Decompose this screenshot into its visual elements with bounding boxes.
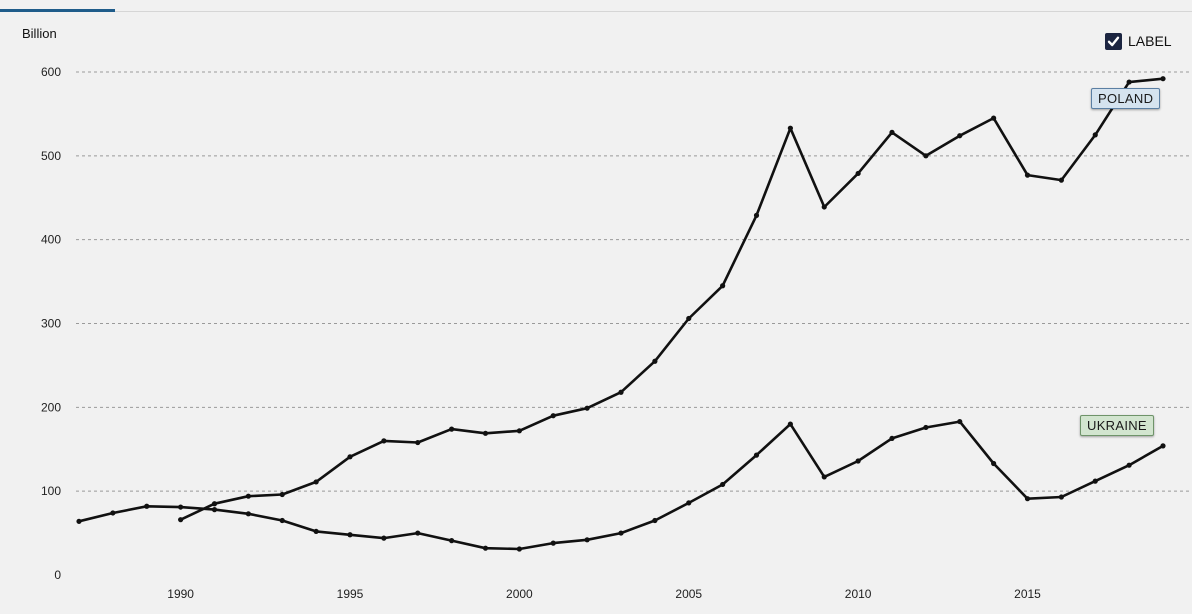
data-point-ukraine-1997[interactable] xyxy=(415,530,421,536)
data-point-ukraine-2003[interactable] xyxy=(618,530,624,536)
data-point-ukraine-1998[interactable] xyxy=(449,538,455,544)
data-point-poland-1990[interactable] xyxy=(178,517,184,523)
axis-ticks: 0 100 200 300 400 500 600 1990 1995 2000 2005 2010 2… xyxy=(41,65,1041,601)
top-border xyxy=(0,11,1192,12)
data-point-ukraine-2005[interactable] xyxy=(686,500,692,506)
y-tick-label-500: 500 xyxy=(41,149,61,163)
label-toggle[interactable]: LABEL xyxy=(1105,31,1172,51)
data-point-ukraine-2017[interactable] xyxy=(1092,478,1098,484)
data-point-poland-1995[interactable] xyxy=(347,454,353,460)
data-point-poland-2002[interactable] xyxy=(584,405,590,411)
y-axis-unit-label: Billion xyxy=(22,26,57,41)
data-point-ukraine-1992[interactable] xyxy=(245,511,251,517)
data-point-poland-2006[interactable] xyxy=(720,283,726,289)
data-point-ukraine-2016[interactable] xyxy=(1058,494,1064,500)
y-tick-label-600: 600 xyxy=(41,65,61,79)
data-point-ukraine-1990[interactable] xyxy=(178,504,184,510)
data-point-poland-1993[interactable] xyxy=(279,491,285,498)
data-point-poland-2007[interactable] xyxy=(753,212,760,218)
data-point-poland-1991[interactable] xyxy=(211,501,218,507)
data-point-poland-2000[interactable] xyxy=(516,428,522,434)
series-label-ukraine: UKRAINE xyxy=(1080,415,1154,436)
data-point-poland-1996[interactable] xyxy=(381,438,387,444)
check-icon xyxy=(1107,36,1120,46)
data-point-poland-1992[interactable] xyxy=(245,493,251,499)
data-point-ukraine-2013[interactable] xyxy=(957,418,963,425)
series-points xyxy=(76,76,1166,552)
data-point-ukraine-2008[interactable] xyxy=(787,421,793,427)
data-point-ukraine-1988[interactable] xyxy=(110,510,116,516)
data-point-poland-2003[interactable] xyxy=(618,389,624,395)
data-point-poland-2008[interactable] xyxy=(787,125,793,131)
active-tab-indicator xyxy=(0,9,115,12)
series-lines xyxy=(77,77,1165,551)
label-toggle-text: LABEL xyxy=(1128,33,1172,49)
data-point-ukraine-2006[interactable] xyxy=(720,481,726,488)
y-tick-label-300: 300 xyxy=(41,317,61,331)
data-point-ukraine-2001[interactable] xyxy=(550,540,556,546)
data-point-ukraine-2007[interactable] xyxy=(753,452,760,458)
data-point-poland-2010[interactable] xyxy=(855,170,861,177)
x-tick-label-1990: 1990 xyxy=(167,587,194,601)
data-point-poland-1994[interactable] xyxy=(313,479,319,485)
data-point-ukraine-2015[interactable] xyxy=(1024,496,1031,502)
gridlines xyxy=(76,71,1192,492)
data-point-ukraine-1987[interactable] xyxy=(76,518,82,524)
data-point-poland-2013[interactable] xyxy=(957,133,963,139)
data-point-ukraine-1989[interactable] xyxy=(144,503,150,509)
data-point-ukraine-2018[interactable] xyxy=(1126,462,1132,468)
x-tick-label-2005: 2005 xyxy=(675,587,702,601)
data-point-ukraine-2010[interactable] xyxy=(855,458,861,464)
y-tick-label-0: 0 xyxy=(54,568,61,582)
y-tick-label-400: 400 xyxy=(41,233,61,247)
data-point-poland-2015[interactable] xyxy=(1024,172,1031,178)
data-point-ukraine-2000[interactable] xyxy=(516,546,522,552)
data-point-poland-2012[interactable] xyxy=(923,153,929,159)
data-point-ukraine-1994[interactable] xyxy=(313,528,319,535)
data-point-ukraine-2019[interactable] xyxy=(1160,443,1166,449)
y-tick-label-200: 200 xyxy=(41,400,61,414)
data-point-ukraine-1999[interactable] xyxy=(482,545,489,551)
data-point-poland-2011[interactable] xyxy=(889,129,895,135)
x-tick-label-2000: 2000 xyxy=(506,587,533,601)
data-point-ukraine-1991[interactable] xyxy=(211,507,218,513)
series-line-poland xyxy=(179,77,1165,521)
data-point-poland-2014[interactable] xyxy=(991,115,997,121)
data-point-ukraine-1993[interactable] xyxy=(279,517,285,524)
data-point-poland-2004[interactable] xyxy=(652,358,658,364)
data-point-ukraine-2004[interactable] xyxy=(652,517,658,524)
data-point-poland-2001[interactable] xyxy=(550,413,556,419)
data-point-poland-1997[interactable] xyxy=(415,439,421,446)
series-label-poland: POLAND xyxy=(1091,88,1161,109)
data-point-ukraine-2009[interactable] xyxy=(821,474,827,480)
data-point-poland-2005[interactable] xyxy=(686,315,692,322)
data-point-poland-2017[interactable] xyxy=(1092,132,1098,138)
data-point-poland-2009[interactable] xyxy=(821,204,827,210)
data-point-poland-2019[interactable] xyxy=(1160,76,1166,82)
data-point-ukraine-2011[interactable] xyxy=(889,435,895,441)
x-tick-label-1995: 1995 xyxy=(337,587,364,601)
x-tick-label-2010: 2010 xyxy=(845,587,872,601)
label-checkbox[interactable] xyxy=(1105,32,1122,50)
data-point-poland-1999[interactable] xyxy=(482,430,489,436)
data-point-poland-2016[interactable] xyxy=(1058,177,1064,183)
data-point-ukraine-2002[interactable] xyxy=(584,537,590,543)
y-tick-label-100: 100 xyxy=(41,484,61,498)
data-point-ukraine-1996[interactable] xyxy=(381,535,387,541)
data-point-poland-1998[interactable] xyxy=(449,426,455,432)
x-tick-label-2015: 2015 xyxy=(1014,587,1041,601)
data-point-ukraine-2012[interactable] xyxy=(923,424,929,431)
data-point-ukraine-1995[interactable] xyxy=(347,532,353,538)
series-line-ukraine xyxy=(77,420,1165,551)
data-point-poland-2018[interactable] xyxy=(1126,79,1132,85)
data-point-ukraine-2014[interactable] xyxy=(991,460,997,467)
